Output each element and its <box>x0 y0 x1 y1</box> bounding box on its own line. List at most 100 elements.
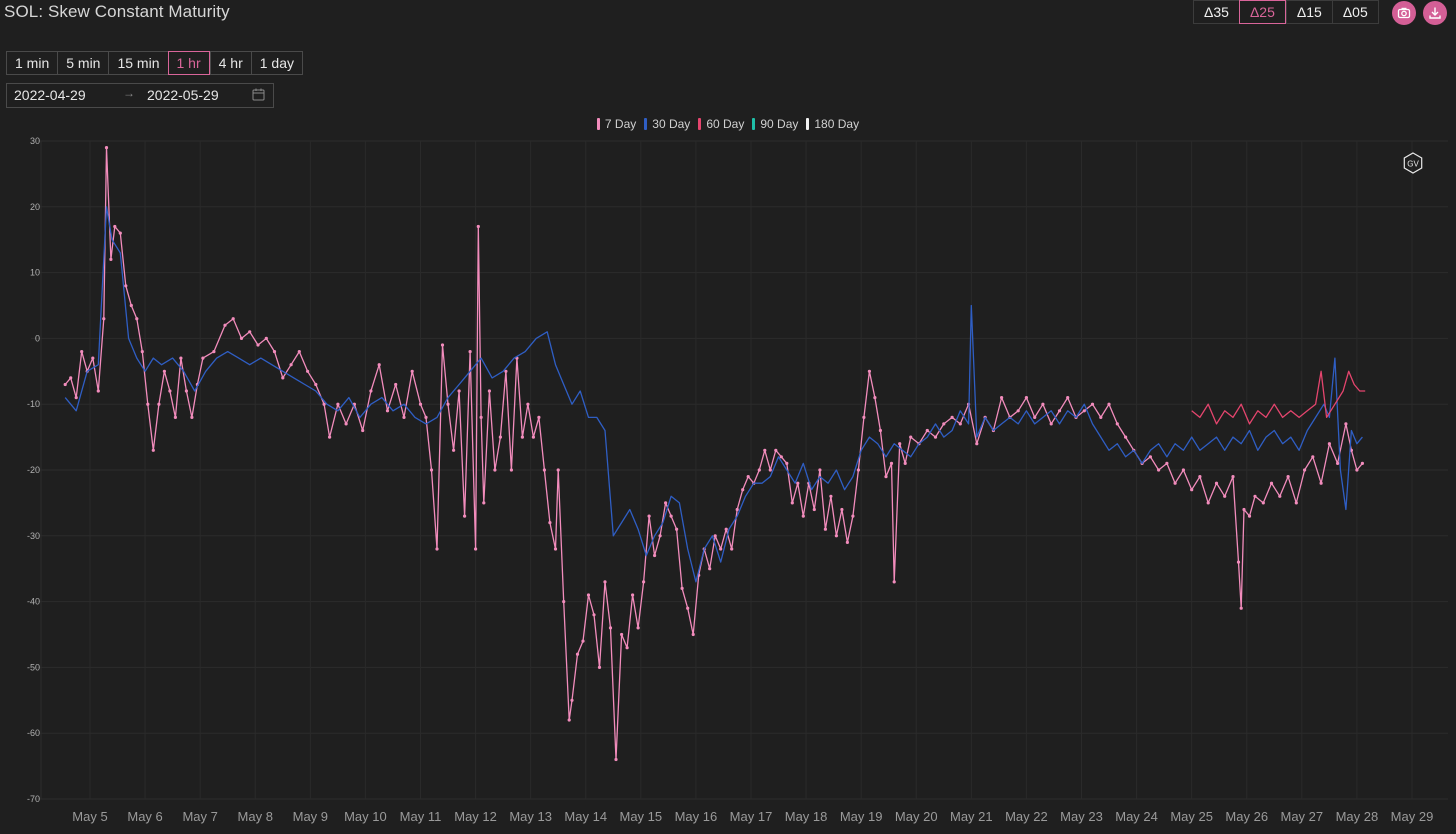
data-point[interactable] <box>575 652 580 656</box>
data-point[interactable] <box>1239 606 1243 610</box>
data-point[interactable] <box>823 527 828 531</box>
date-range-picker[interactable]: 2022-04-29 → 2022-05-29 <box>6 83 274 108</box>
data-point[interactable] <box>474 547 478 551</box>
data-point[interactable] <box>1033 415 1037 419</box>
data-point[interactable] <box>909 435 913 439</box>
data-point[interactable] <box>862 415 866 419</box>
data-point[interactable] <box>1286 475 1290 479</box>
interval-5min-button[interactable]: 5 min <box>57 51 109 75</box>
legend-item-30-day[interactable]: 30 Day <box>644 117 690 131</box>
data-point[interactable] <box>774 448 778 452</box>
data-point[interactable] <box>1327 442 1331 446</box>
data-point[interactable] <box>1231 475 1235 479</box>
data-point[interactable] <box>768 468 772 472</box>
data-point[interactable] <box>446 402 450 406</box>
data-point[interactable] <box>124 284 128 288</box>
data-point[interactable] <box>129 303 133 308</box>
data-point[interactable] <box>975 442 979 446</box>
data-point[interactable] <box>620 632 624 637</box>
data-point[interactable] <box>1311 455 1315 459</box>
data-point[interactable] <box>146 402 150 406</box>
data-point[interactable] <box>162 369 166 373</box>
data-point[interactable] <box>91 356 95 360</box>
data-point[interactable] <box>1124 435 1128 439</box>
data-point[interactable] <box>104 146 109 150</box>
data-point[interactable] <box>1049 422 1053 426</box>
data-point[interactable] <box>377 363 381 367</box>
data-point[interactable] <box>361 428 365 433</box>
data-point[interactable] <box>592 613 596 617</box>
data-point[interactable] <box>1344 422 1348 426</box>
data-point[interactable] <box>289 363 293 367</box>
data-point[interactable] <box>231 317 235 321</box>
data-point[interactable] <box>1066 396 1070 400</box>
legend-item-90-day[interactable]: 90 Day <box>752 117 798 131</box>
data-point[interactable] <box>708 567 712 571</box>
data-point[interactable] <box>757 468 761 472</box>
data-point[interactable] <box>925 428 929 433</box>
data-point[interactable] <box>746 475 750 479</box>
data-point[interactable] <box>173 415 177 419</box>
data-point[interactable] <box>498 435 502 439</box>
data-point[interactable] <box>562 600 566 604</box>
data-point[interactable] <box>834 534 839 538</box>
data-point[interactable] <box>96 389 100 393</box>
data-point[interactable] <box>570 698 574 702</box>
data-point[interactable] <box>647 514 651 518</box>
data-point[interactable] <box>410 369 414 373</box>
data-point[interactable] <box>1294 501 1298 505</box>
data-point[interactable] <box>892 580 896 584</box>
data-point[interactable] <box>63 382 67 387</box>
data-point[interactable] <box>223 323 227 327</box>
data-point[interactable] <box>190 415 194 419</box>
data-point[interactable] <box>790 501 794 505</box>
data-point[interactable] <box>264 336 268 340</box>
data-point[interactable] <box>1214 481 1219 485</box>
data-point[interactable] <box>873 396 877 400</box>
data-point[interactable] <box>1041 402 1045 406</box>
data-point[interactable] <box>1000 396 1004 400</box>
data-point[interactable] <box>322 402 326 406</box>
data-point[interactable] <box>537 415 541 419</box>
data-point[interactable] <box>1253 494 1257 498</box>
data-point[interactable] <box>140 350 144 354</box>
data-point[interactable] <box>1173 481 1177 485</box>
data-point[interactable] <box>504 369 508 373</box>
data-point[interactable] <box>586 593 591 597</box>
data-point[interactable] <box>201 356 205 360</box>
data-point[interactable] <box>741 488 745 492</box>
data-point[interactable] <box>487 389 491 393</box>
data-point[interactable] <box>168 389 172 393</box>
data-point[interactable] <box>1024 396 1028 400</box>
data-point[interactable] <box>272 350 277 354</box>
interval-1min-button[interactable]: 1 min <box>6 51 58 75</box>
data-point[interactable] <box>818 468 822 472</box>
data-point[interactable] <box>402 415 406 419</box>
data-point[interactable] <box>942 422 946 426</box>
data-point[interactable] <box>1269 481 1274 485</box>
data-point[interactable] <box>1223 494 1227 498</box>
data-point[interactable] <box>1181 468 1185 472</box>
data-point[interactable] <box>636 626 640 630</box>
legend-item-60-day[interactable]: 60 Day <box>698 117 744 131</box>
data-point[interactable] <box>581 639 585 643</box>
data-point[interactable] <box>1082 409 1086 413</box>
data-point[interactable] <box>369 389 373 393</box>
data-point[interactable] <box>958 422 962 426</box>
data-point[interactable] <box>829 494 833 498</box>
data-point[interactable] <box>184 389 188 393</box>
data-point[interactable] <box>675 527 679 531</box>
data-point[interactable] <box>336 402 340 406</box>
data-point[interactable] <box>1107 402 1111 406</box>
data-point[interactable] <box>1198 475 1202 479</box>
data-point[interactable] <box>556 468 560 472</box>
data-point[interactable] <box>1148 455 1152 459</box>
data-point[interactable] <box>763 448 767 452</box>
data-point[interactable] <box>1206 501 1210 505</box>
screenshot-button[interactable] <box>1392 1 1416 25</box>
data-point[interactable] <box>856 468 861 472</box>
data-point[interactable] <box>567 718 571 722</box>
date-start-input[interactable]: 2022-04-29 <box>14 87 86 103</box>
data-point[interactable] <box>314 382 318 387</box>
data-point[interactable] <box>1278 494 1282 498</box>
